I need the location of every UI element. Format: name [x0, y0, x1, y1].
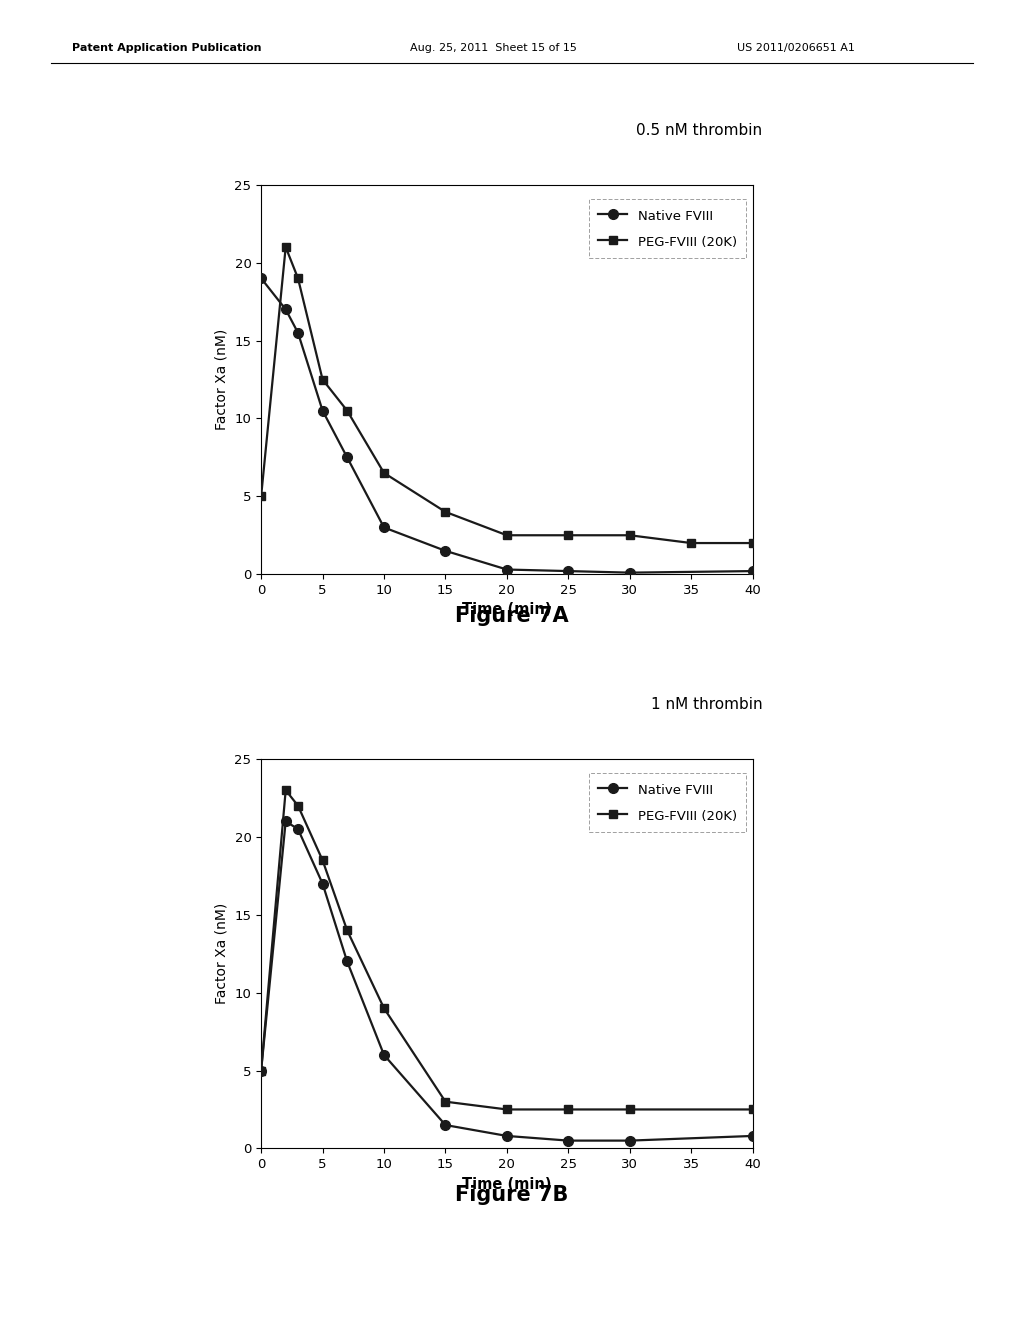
Legend: Native FVIII, PEG-FVIII (20K): Native FVIII, PEG-FVIII (20K): [589, 199, 746, 257]
X-axis label: Time (min): Time (min): [462, 602, 552, 618]
Text: 0.5 nM thrombin: 0.5 nM thrombin: [636, 123, 763, 139]
Text: Figure 7A: Figure 7A: [456, 606, 568, 627]
Text: Aug. 25, 2011  Sheet 15 of 15: Aug. 25, 2011 Sheet 15 of 15: [410, 42, 577, 53]
Y-axis label: Factor Xa (nM): Factor Xa (nM): [215, 329, 228, 430]
Text: Patent Application Publication: Patent Application Publication: [72, 42, 261, 53]
Text: Figure 7B: Figure 7B: [456, 1184, 568, 1205]
Y-axis label: Factor Xa (nM): Factor Xa (nM): [215, 903, 228, 1005]
Text: US 2011/0206651 A1: US 2011/0206651 A1: [737, 42, 855, 53]
Text: 1 nM thrombin: 1 nM thrombin: [651, 697, 763, 713]
X-axis label: Time (min): Time (min): [462, 1176, 552, 1192]
Legend: Native FVIII, PEG-FVIII (20K): Native FVIII, PEG-FVIII (20K): [589, 774, 746, 832]
